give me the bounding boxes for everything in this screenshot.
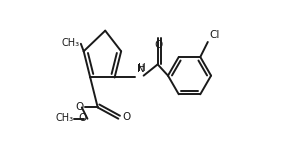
Text: Cl: Cl xyxy=(209,30,220,40)
Text: O: O xyxy=(76,102,84,112)
Text: CH₃: CH₃ xyxy=(55,113,73,123)
Text: N: N xyxy=(137,64,145,74)
Text: O: O xyxy=(122,112,130,122)
Text: H: H xyxy=(138,63,146,73)
Text: O: O xyxy=(78,113,86,123)
Text: O: O xyxy=(155,40,163,50)
Text: CH₃: CH₃ xyxy=(61,38,79,48)
